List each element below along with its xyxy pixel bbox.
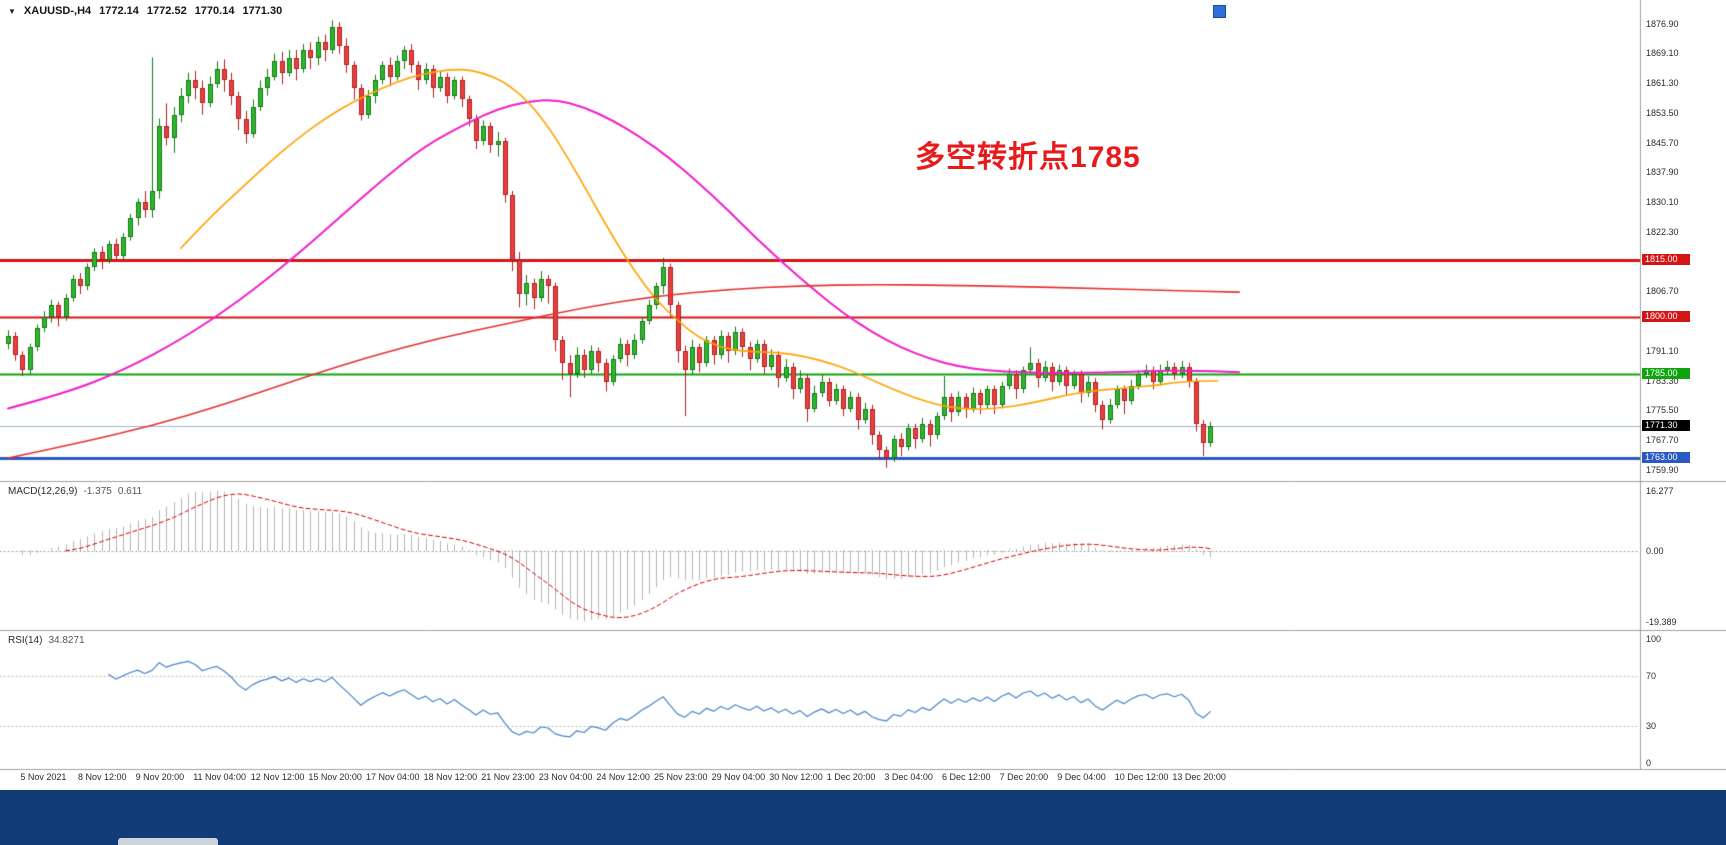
price-tick-label: 1869.10 [1646, 48, 1679, 59]
price-tick-label: 1853.50 [1646, 107, 1679, 118]
date-axis-label: 7 Dec 20:00 [999, 772, 1049, 782]
dropdown-arrow-icon: ▼ [8, 6, 16, 16]
price-level-label: 1763.00 [1642, 452, 1690, 464]
macd-axis-min: -19.389 [1646, 617, 1677, 627]
date-axis-label: 30 Nov 12:00 [769, 772, 823, 782]
macd-axis-zero: 0.00 [1646, 545, 1664, 556]
date-axis-label: 13 Dec 20:00 [1172, 772, 1226, 782]
price-tick-label: 1861.30 [1646, 78, 1679, 89]
rsi-axis-label: 100 [1646, 634, 1662, 644]
price-tick-label: 1767.70 [1646, 435, 1679, 446]
date-axis-label: 23 Nov 04:00 [538, 772, 593, 782]
date-axis-label: 11 Nov 04:00 [193, 772, 247, 782]
macd-name: MACD(12,26,9) [8, 486, 78, 497]
price-tick-label: 1830.10 [1646, 197, 1679, 208]
macd-main-value: -1.375 [83, 486, 112, 497]
symbol-period-label: XAUUSD-,H4 [23, 5, 92, 17]
date-axis-label: 17 Nov 04:00 [366, 772, 420, 782]
date-axis-label: 9 Dec 04:00 [1057, 772, 1106, 782]
rsi-name: RSI(14) [8, 635, 43, 646]
date-axis-label: 5 Nov 2021 [20, 772, 67, 782]
macd-axis-max: 16.277 [1646, 486, 1674, 496]
date-axis-label: 18 Nov 12:00 [423, 772, 478, 782]
price-tick-label: 1775.50 [1646, 405, 1679, 416]
date-axis-label: 25 Nov 23:00 [654, 772, 708, 782]
price-tick-label: 1845.70 [1646, 137, 1679, 148]
price-tick-label: 1783.30 [1646, 375, 1679, 386]
price-tick-label: 1876.90 [1646, 18, 1679, 29]
date-axis-label: 12 Nov 12:00 [250, 772, 305, 782]
annotation-text: 多空转折点1785 [915, 141, 1141, 174]
chart-shift-marker[interactable] [1213, 5, 1226, 18]
price-level-label: 1800.00 [1642, 310, 1690, 322]
ohlc-low-value: 1770.14 [194, 5, 235, 17]
bid-price-label: 1771.30 [1642, 420, 1690, 432]
macd-signal-value: 0.611 [117, 486, 143, 497]
date-axis-label: 9 Nov 20:00 [135, 772, 185, 782]
date-axis-label: 24 Nov 12:00 [596, 772, 650, 782]
price-level-label: 1815.00 [1642, 253, 1690, 265]
rsi-axis-label: 70 [1646, 671, 1657, 682]
date-axis-label: 15 Nov 20:00 [308, 772, 362, 782]
price-tick-label: 1806.70 [1646, 286, 1679, 297]
date-axis-label: 1 Dec 20:00 [826, 772, 876, 782]
taskbar [0, 790, 1726, 845]
rsi-value: 34.8271 [48, 635, 85, 646]
date-axis-label: 21 Nov 23:00 [481, 772, 535, 782]
date-axis-label: 3 Dec 04:00 [884, 772, 933, 782]
date-axis-label: 29 Nov 04:00 [711, 772, 766, 782]
rsi-axis-label: 30 [1646, 720, 1657, 731]
macd-indicator-label: MACD(12,26,9) -1.375 0.611 [8, 486, 142, 497]
ohlc-high-value: 1772.52 [146, 5, 187, 17]
ohlc-open-value: 1772.14 [99, 5, 139, 17]
rsi-axis-label: 0 [1646, 758, 1652, 768]
ohlc-close-value: 1771.30 [242, 5, 283, 17]
taskbar-item[interactable] [118, 838, 218, 845]
price-tick-label: 1759.90 [1646, 464, 1679, 475]
price-level-label: 1785.00 [1642, 368, 1690, 380]
date-axis-label: 8 Nov 12:00 [78, 772, 127, 782]
date-axis-label: 10 Dec 12:00 [1114, 772, 1169, 782]
rsi-indicator-label: RSI(14) 34.8271 [8, 635, 85, 646]
price-tick-label: 1791.10 [1646, 345, 1679, 356]
symbol-info-bar: ▼ XAUUSD-,H4 1772.14 1772.52 1770.14 177… [8, 5, 282, 17]
date-axis-label: 6 Dec 12:00 [942, 772, 991, 782]
price-tick-label: 1837.90 [1646, 167, 1679, 178]
price-tick-label: 1822.30 [1646, 226, 1679, 237]
